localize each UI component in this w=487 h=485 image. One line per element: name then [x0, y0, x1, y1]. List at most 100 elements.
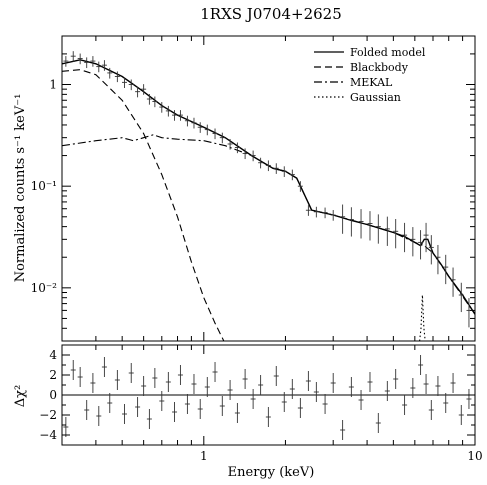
residual-data-point	[165, 372, 171, 392]
spectrum-data-point	[428, 235, 434, 265]
spectrum-data-point	[128, 79, 134, 91]
spectrum-data-point	[70, 51, 76, 62]
spectrum-data-point	[191, 117, 197, 129]
residual-data-point	[197, 399, 203, 419]
residual-data-point	[384, 381, 390, 401]
residual-data-point	[250, 389, 256, 409]
x-tick-label: 10	[467, 449, 482, 463]
spectrum-data-point	[450, 267, 456, 297]
residual-data-point	[265, 407, 271, 427]
legend-label: Folded model	[350, 46, 426, 59]
spectrum-panel: 1 10⁻¹ 10⁻² Normalized counts s⁻¹ keV⁻¹ Fo…	[13, 35, 476, 342]
spectrum-data-point	[358, 209, 364, 239]
residual-data-point	[96, 406, 102, 426]
spectrum-data-point	[135, 86, 141, 98]
residual-data-point	[258, 375, 264, 395]
y-tick-label: 2	[49, 368, 57, 382]
residual-data-point	[367, 372, 373, 392]
legend-entry: Blackbody	[314, 61, 409, 74]
y-tick-label: 0	[49, 388, 57, 402]
residual-data-point	[289, 379, 295, 399]
residual-data-point	[204, 377, 210, 397]
y-tick-label: 10⁻²	[31, 281, 58, 295]
residual-data-point	[114, 370, 120, 390]
series-line-folded-model	[62, 59, 475, 315]
residual-data-point	[107, 393, 113, 413]
residual-data-point	[128, 363, 134, 383]
spectrum-data-point	[281, 166, 287, 177]
spectrum-data-point	[330, 210, 336, 221]
spectrum-data-point	[375, 214, 381, 244]
spectrum-data-point	[197, 122, 203, 133]
chart-title: 1RXS J0704+2625	[200, 5, 342, 23]
residual-data-point	[135, 397, 141, 417]
spectrum-data-point	[219, 132, 225, 144]
spectrum-data-point	[141, 84, 147, 95]
residual-data-point	[322, 394, 328, 414]
spectrum-data-point	[63, 56, 69, 67]
residual-data-point	[393, 369, 399, 389]
residual-data-point	[184, 394, 190, 414]
residual-data-point	[428, 400, 434, 420]
residual-data-point	[227, 380, 233, 400]
series-line-blackbody	[62, 69, 225, 341]
residual-panel: 1 10 −4 −2 0 2 4 Δχ² Energy (keV)	[13, 344, 483, 480]
spectrum-data-point	[90, 56, 96, 67]
series-line-mekal	[62, 134, 475, 315]
spectrum-data-point	[77, 53, 83, 65]
residual-data-point	[340, 420, 346, 440]
legend-label: Blackbody	[350, 61, 409, 74]
spectrum-data-point	[204, 124, 210, 136]
spectrum-data-point	[177, 110, 183, 121]
spectrum-data-point	[273, 163, 279, 174]
spectrum-data-point	[384, 216, 390, 246]
y-tick-label: 10⁻¹	[31, 179, 57, 193]
y-tick-label: −2	[39, 408, 57, 422]
residual-data-point	[177, 365, 183, 385]
residual-data-point	[219, 396, 225, 416]
spectrum-data-point	[258, 157, 264, 169]
residual-data-point	[77, 367, 83, 387]
spectrum-data-point	[443, 254, 449, 285]
spectrum-data-point	[234, 142, 240, 154]
residual-data-point	[191, 374, 197, 394]
spectrum-data-point	[165, 105, 171, 117]
y-tick-label: 4	[49, 348, 57, 362]
residual-data-point	[443, 393, 449, 413]
residual-data-point	[70, 360, 76, 380]
spectrum-data-point	[402, 222, 408, 253]
residual-data-point	[152, 368, 158, 388]
spectrum-data-point	[227, 138, 233, 150]
residual-data-point	[423, 374, 429, 394]
residual-data-point	[402, 395, 408, 415]
legend: Folded model Blackbody MEKAL Gaussian	[314, 46, 426, 104]
residual-data-point	[90, 373, 96, 393]
residual-data-point	[330, 373, 336, 393]
residual-data-point	[375, 413, 381, 433]
residual-data-point	[466, 389, 472, 409]
y-tick-label: −4	[39, 428, 57, 442]
spectrum-data-point	[297, 181, 303, 192]
legend-entry: MEKAL	[314, 76, 393, 89]
legend-label: Gaussian	[350, 91, 401, 104]
residual-data-point	[242, 369, 248, 389]
legend-entry: Gaussian	[314, 91, 401, 104]
spectrum-data-point	[84, 57, 90, 69]
residual-y-axis-label: Δχ²	[13, 385, 28, 407]
residual-data-point	[297, 398, 303, 418]
spectrum-data-point	[159, 102, 165, 113]
spectrum-data-point	[435, 244, 441, 275]
residual-data-point	[146, 409, 152, 429]
residual-data-point	[159, 391, 165, 411]
spectrum-data-point	[423, 222, 429, 253]
residual-data-point	[458, 405, 464, 425]
residual-data-point	[435, 376, 441, 396]
x-axis-label: Energy (keV)	[228, 465, 315, 480]
residual-data-point	[172, 402, 178, 422]
residual-data-point	[234, 403, 240, 423]
residual-data-point	[348, 377, 354, 397]
x-tick-label: 1	[200, 449, 208, 463]
spectrum-data-point	[172, 110, 178, 121]
legend-label: MEKAL	[350, 76, 393, 89]
spectrum-data-point	[184, 115, 190, 127]
